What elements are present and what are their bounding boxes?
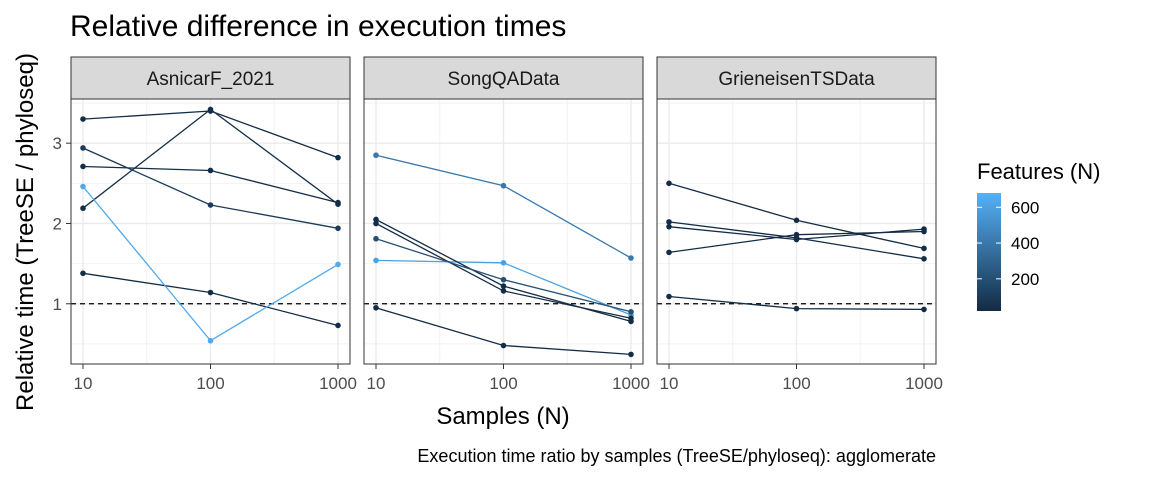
data-point <box>793 231 800 238</box>
legend-title: Features (N) <box>977 159 1100 184</box>
facet-strip-label: AsnicarF_2021 <box>147 69 275 90</box>
data-point <box>500 283 507 289</box>
facet-panel: GrieneisenTSData 10 100 1000 <box>656 56 943 393</box>
data-point <box>666 223 672 230</box>
x-tick-label: 100 <box>196 374 224 393</box>
facet-strip-label: SongQAData <box>448 69 560 90</box>
data-point <box>207 202 214 208</box>
data-point <box>335 261 341 268</box>
data-point <box>793 217 800 224</box>
facet-strip <box>70 56 351 100</box>
chart-title: Relative difference in execution times <box>70 10 566 43</box>
data-point <box>921 256 927 262</box>
facet-strip <box>656 56 937 100</box>
facet-panel: AsnicarF_2021 10 100 1000 1 2 3 <box>53 56 357 393</box>
x-tick-label: 10 <box>74 374 93 393</box>
x-tick-label: 10 <box>660 374 679 393</box>
data-point <box>335 199 341 206</box>
data-point <box>335 154 341 161</box>
facet-panels: AsnicarF_2021 10 100 1000 1 2 3 SongQAData 10 100… <box>53 56 943 393</box>
data-point <box>207 337 214 344</box>
data-point <box>666 180 672 187</box>
data-point <box>80 205 86 212</box>
data-point <box>793 305 800 312</box>
legend-ticks: 200 400 600 <box>977 198 1039 289</box>
data-point <box>80 116 86 122</box>
legend-tick-label: 200 <box>1011 270 1039 289</box>
data-point <box>373 220 379 227</box>
data-point <box>80 183 86 190</box>
legend-tick-label: 400 <box>1011 234 1039 253</box>
data-point <box>500 342 507 349</box>
chart-caption: Execution time ratio by samples (TreeSE/… <box>417 446 936 466</box>
data-point <box>500 276 507 283</box>
data-point <box>500 288 507 294</box>
x-axis-title: Samples (N) <box>436 403 569 430</box>
x-tick-label: 100 <box>489 374 517 393</box>
data-point <box>500 182 507 189</box>
y-tick-label: 1 <box>53 295 62 314</box>
data-point <box>373 235 379 242</box>
data-point <box>335 322 341 329</box>
x-tick-label: 1000 <box>612 374 650 393</box>
data-point <box>666 249 672 256</box>
data-point <box>921 228 927 235</box>
data-point <box>628 309 634 315</box>
legend-tick-label: 600 <box>1011 198 1039 217</box>
x-tick-label: 100 <box>782 374 810 393</box>
data-point <box>793 236 800 243</box>
data-point <box>666 219 672 225</box>
data-point <box>207 167 214 174</box>
data-point <box>207 289 214 296</box>
facet-strip-label: GrieneisenTSData <box>718 69 875 90</box>
legend-colorbar <box>977 193 1001 311</box>
y-axis-title: Relative time (TreeSE / phyloseq) <box>12 53 39 411</box>
x-tick-label: 10 <box>367 374 386 393</box>
data-point <box>373 257 379 264</box>
data-point <box>921 245 927 252</box>
data-point <box>373 152 379 159</box>
x-tick-label: 1000 <box>905 374 943 393</box>
data-point <box>80 270 86 277</box>
y-tick-label: 2 <box>53 214 62 233</box>
x-tick-label: 1000 <box>319 374 357 393</box>
data-point <box>80 163 86 170</box>
legend: Features (N) 200 400 600 <box>977 159 1100 311</box>
data-point <box>207 106 214 113</box>
data-point <box>373 304 379 311</box>
data-point <box>335 225 341 232</box>
data-point <box>373 216 379 223</box>
facet-panel: SongQAData 10 100 1000 <box>363 56 650 393</box>
y-tick-label: 3 <box>53 134 62 153</box>
data-point <box>628 351 634 358</box>
data-point <box>80 145 86 151</box>
data-point <box>628 255 634 261</box>
data-point <box>500 260 507 266</box>
data-point <box>666 293 672 300</box>
data-point <box>921 306 927 313</box>
data-point <box>628 315 634 322</box>
